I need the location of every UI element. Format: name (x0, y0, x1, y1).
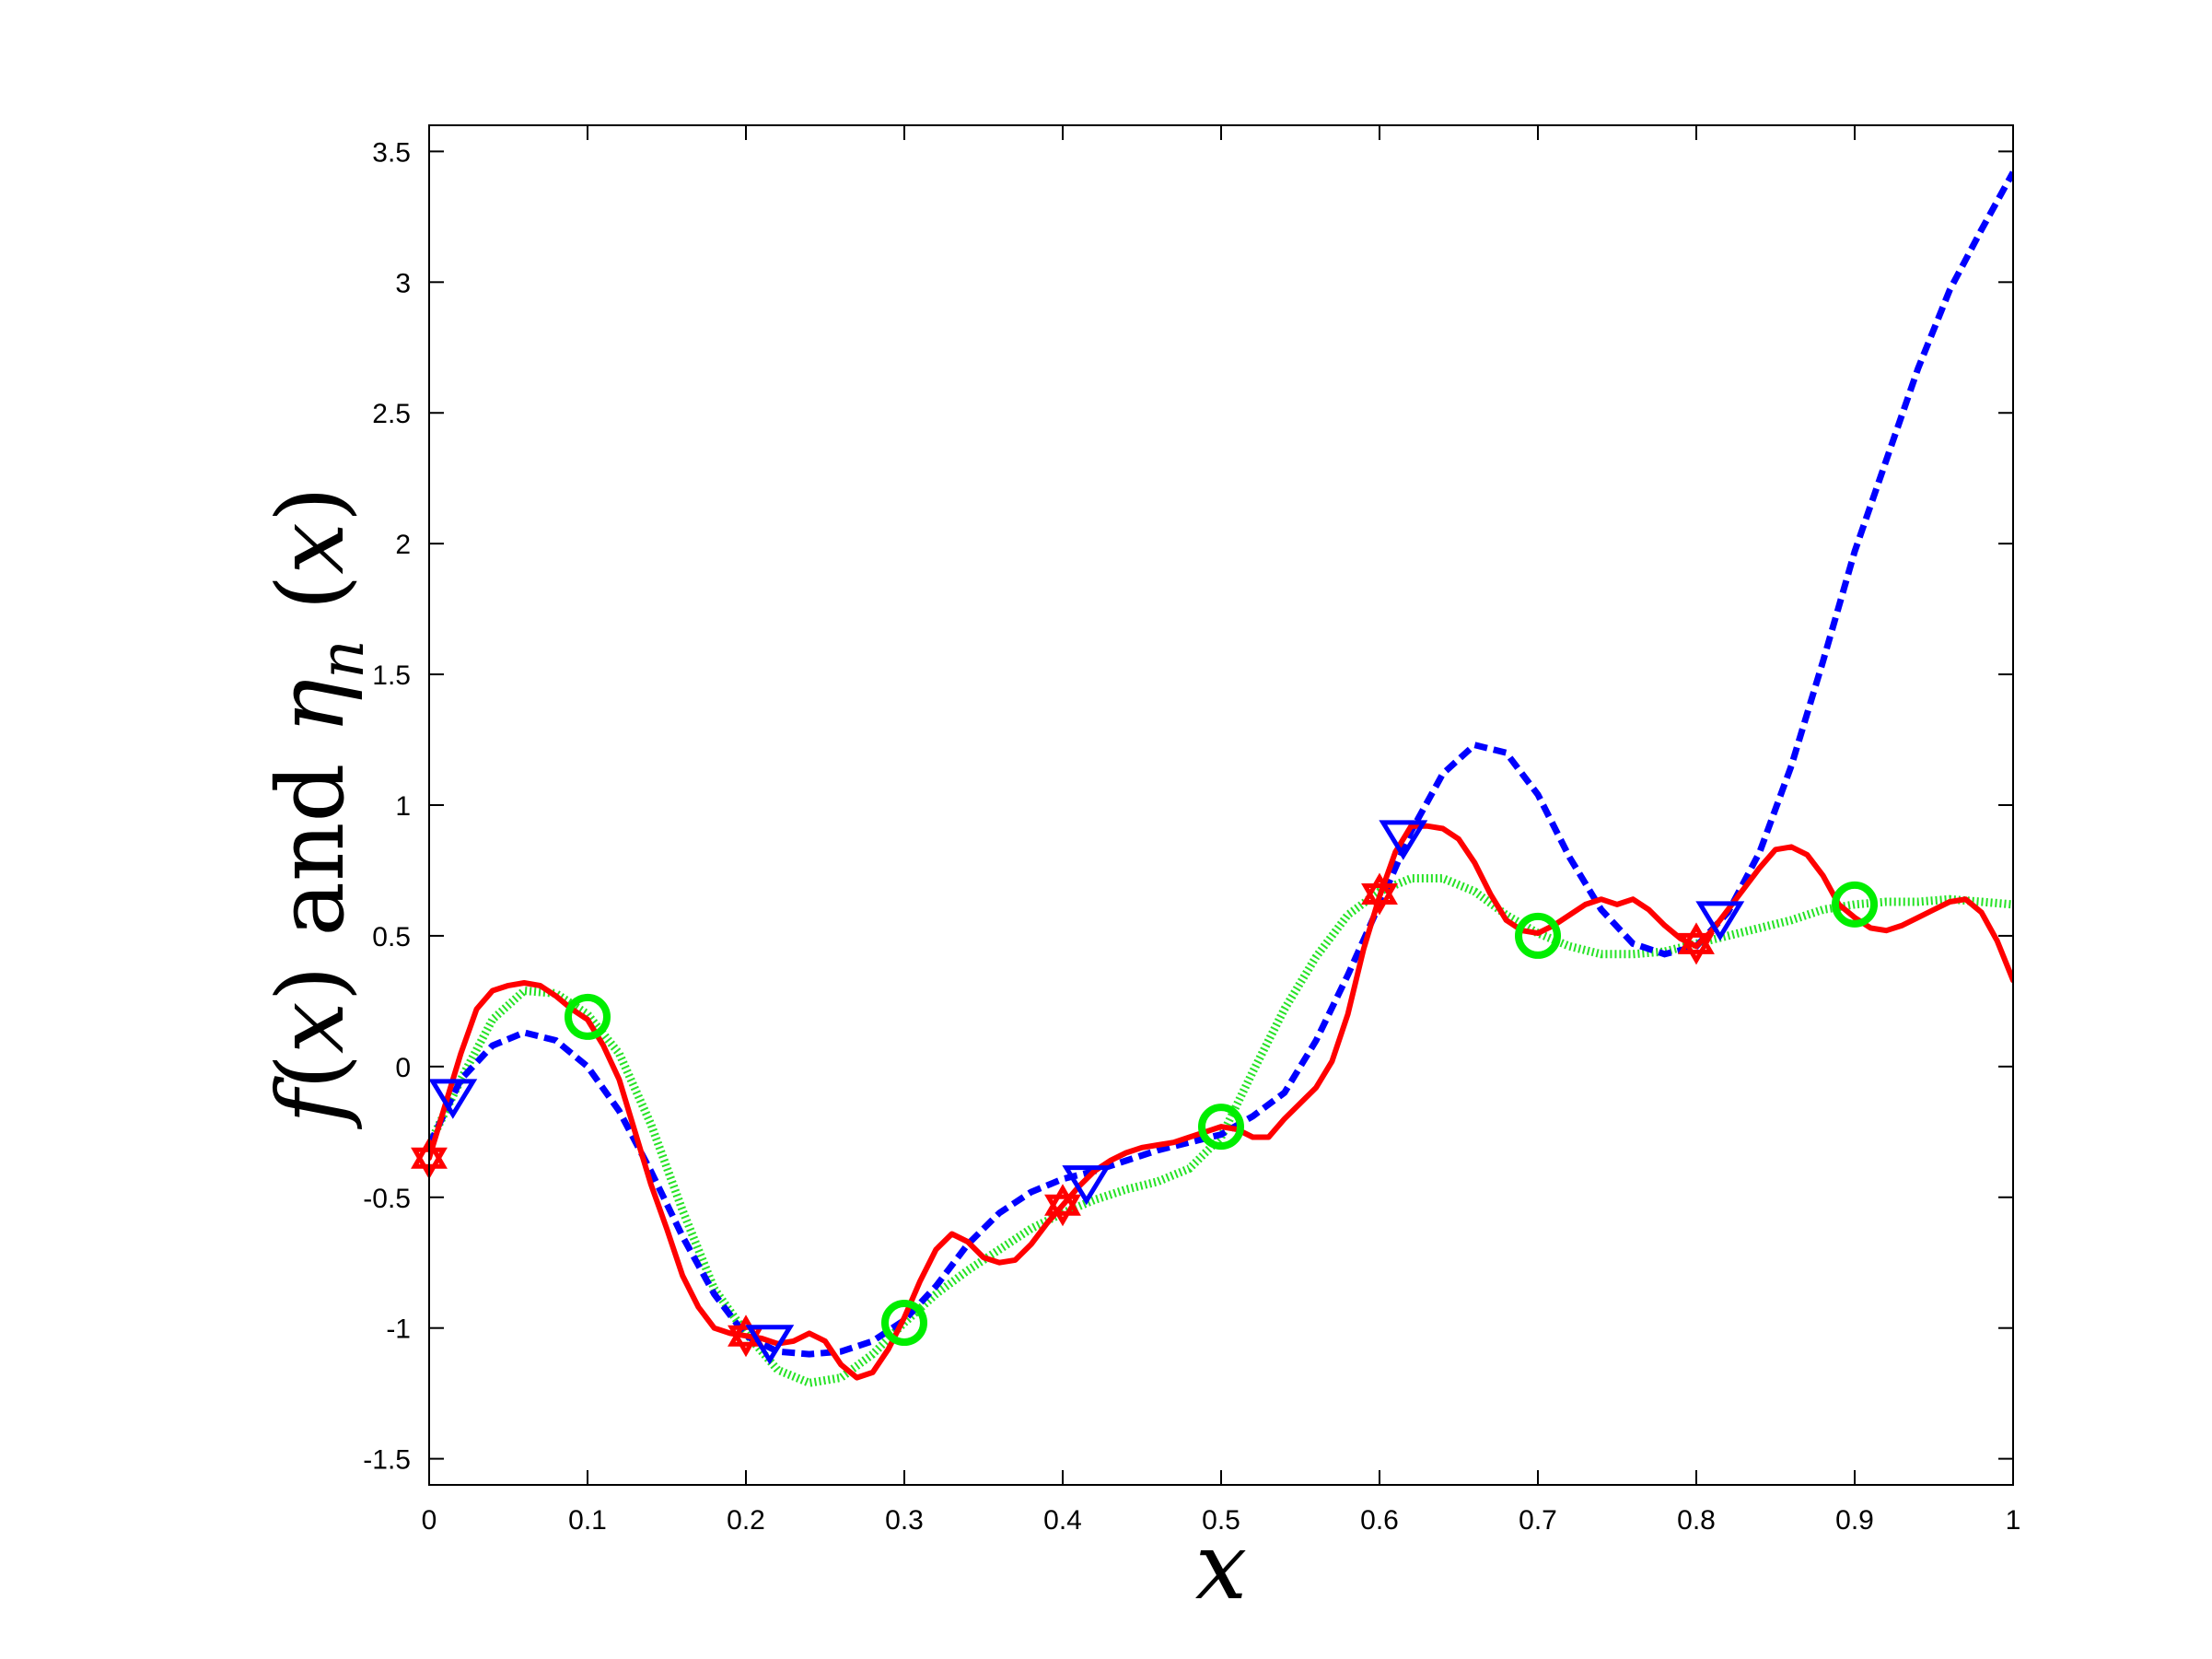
series-layer (429, 170, 2013, 1387)
hexagram-marker-up (1361, 872, 1398, 905)
series-line-dashed (429, 170, 2013, 1358)
y-axis-ticks: -1.5 -1 -0.5 0 0.5 1 1.5 2 2.5 3 3.5 (363, 137, 2013, 1476)
y-axis-title-subscript-n: n (307, 639, 378, 679)
hexagram-marker-down (728, 1325, 764, 1358)
y-tick-label: 1 (395, 791, 411, 822)
x-tick-label: 0.6 (1360, 1505, 1399, 1536)
y-axis-title-and: ) and (257, 734, 365, 1002)
circle-marker (565, 993, 611, 1040)
circle-marker (1515, 912, 1561, 959)
y-axis-title-x-2: x (257, 522, 365, 574)
triangle-marker (1379, 820, 1428, 860)
hexagram-marker-down (1361, 883, 1398, 916)
x-tick-label: 0.1 (568, 1505, 607, 1536)
hexagram-marker-up (1044, 1184, 1081, 1216)
hexagram-marker-down (1678, 932, 1715, 965)
hexagram-marker-down (1044, 1194, 1081, 1227)
x-tick-label: 0.2 (727, 1505, 765, 1536)
circle-marker (1832, 881, 1878, 928)
y-axis-title-paren-open: ( (257, 1054, 365, 1090)
x-tick-label: 0 (422, 1505, 437, 1536)
triangle-marker (428, 1079, 478, 1119)
y-tick-label: 2 (395, 530, 411, 560)
triangle-marker (1062, 1165, 1112, 1206)
axes-box (428, 124, 2014, 1486)
y-tick-label: 1.5 (372, 660, 411, 691)
y-tick-label: -1 (386, 1314, 411, 1345)
marker-layer (411, 820, 1878, 1365)
x-tick-label: 0.7 (1519, 1505, 1557, 1536)
x-axis-ticks: 0 0.1 0.2 0.3 0.4 0.5 0.6 0.7 0.8 0.9 1 (422, 125, 2021, 1536)
y-axis-title-paren-close: ) (257, 486, 365, 522)
circle-marker (881, 1300, 927, 1347)
y-tick-label: -0.5 (363, 1184, 411, 1214)
y-tick-label: -1.5 (363, 1445, 411, 1476)
x-axis-title: x (1195, 1513, 1247, 1620)
y-axis-title: f(x) and ηn (x) (257, 486, 378, 1130)
x-tick-label: 1 (2006, 1505, 2021, 1536)
y-tick-label: 0 (395, 1053, 411, 1083)
y-tick-label: 3 (395, 268, 411, 298)
y-tick-label: 2.5 (372, 399, 411, 429)
y-tick-label: 3.5 (372, 137, 411, 168)
series-line-solid (429, 823, 2013, 1381)
circle-marker (1198, 1104, 1244, 1151)
x-tick-label: 0.9 (1835, 1505, 1874, 1536)
x-tick-label: 0.4 (1043, 1505, 1082, 1536)
x-tick-label: 0.8 (1677, 1505, 1716, 1536)
hexagram-marker-up (1678, 922, 1715, 954)
triangle-marker (745, 1325, 795, 1365)
y-axis-title-eta: η (257, 679, 365, 734)
y-axis-title-x: x (257, 1001, 365, 1053)
triangle-marker (1695, 901, 1745, 941)
x-tick-label: 0.5 (1202, 1505, 1240, 1536)
y-tick-label: 0.5 (372, 922, 411, 952)
x-tick-label: 0.3 (885, 1505, 924, 1536)
y-axis-title-paren-open-2: ( (257, 575, 365, 640)
